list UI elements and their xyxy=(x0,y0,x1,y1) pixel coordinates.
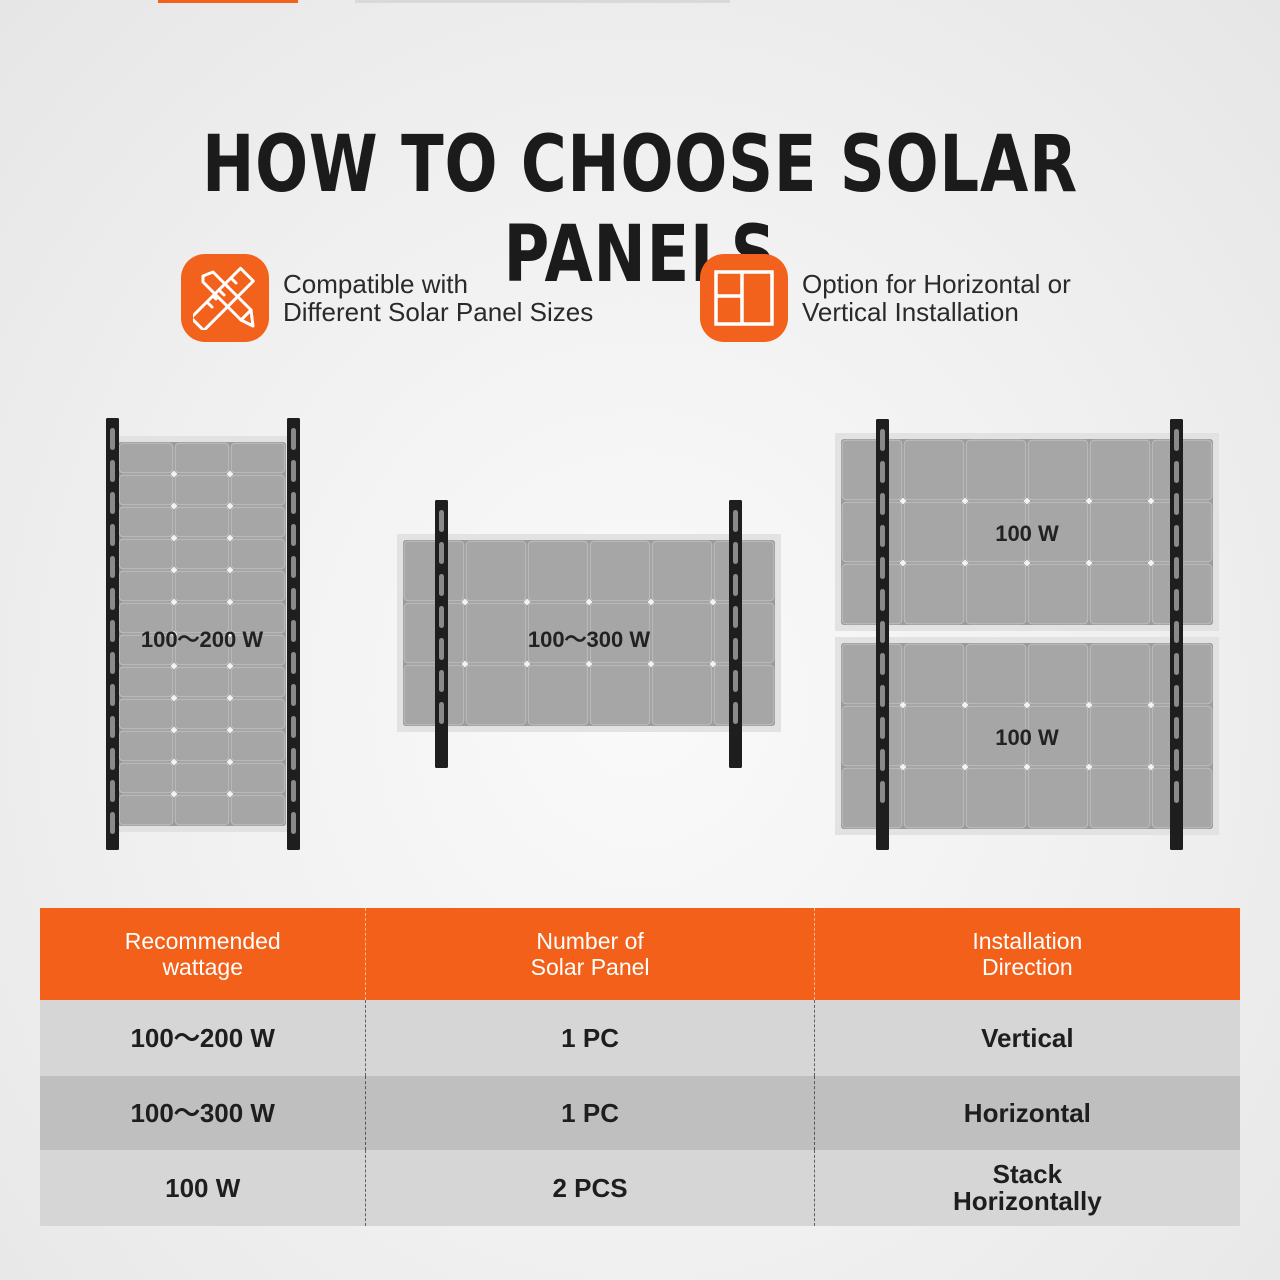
table-row: 100～300 W 1 PC Horizontal xyxy=(40,1076,1240,1150)
table-row: 100 W 2 PCS Stack Horizontally xyxy=(40,1150,1240,1226)
feature-compatible-sizes: Compatible with Different Solar Panel Si… xyxy=(181,254,593,342)
feature-line: Compatible with xyxy=(283,269,468,299)
mounting-bracket xyxy=(435,500,448,768)
horizontal-panel-label: 100～300 W xyxy=(527,627,651,652)
panel-layout-icon xyxy=(700,254,788,342)
header-installation-direction: Installation Direction xyxy=(972,928,1083,980)
vertical-panel-label: 100～200 W xyxy=(140,627,264,652)
feature-text: Compatible with Different Solar Panel Si… xyxy=(283,270,593,326)
header-number-of-panels: Number of Solar Panel xyxy=(366,908,815,1000)
top-accent-orange xyxy=(158,0,298,3)
cell-count: 1 PC xyxy=(366,1076,815,1150)
feature-line: Vertical Installation xyxy=(802,297,1019,327)
header-recommended-wattage: Recommended wattage xyxy=(40,908,367,1000)
stacked-bottom-panel-label: 100 W xyxy=(995,725,1059,750)
mounting-bracket xyxy=(106,418,119,850)
cell-count: 1 PC xyxy=(366,1000,815,1076)
mounting-bracket xyxy=(876,419,889,850)
feature-installation-option: Option for Horizontal or Vertical Instal… xyxy=(700,254,1071,342)
recommendation-table: Recommended wattage Number of Solar Pane… xyxy=(40,908,1240,1226)
table-row: 100～200 W 1 PC Vertical xyxy=(40,1000,1240,1076)
mounting-bracket xyxy=(1170,419,1183,850)
cell-direction: Stack Horizontally xyxy=(952,1159,1102,1216)
stacked-top-panel-label: 100 W xyxy=(995,521,1059,546)
mounting-bracket xyxy=(287,418,300,850)
cell-wattage: 100～200 W xyxy=(40,1000,367,1076)
feature-line: Option for Horizontal or xyxy=(802,269,1071,299)
top-accent-gray xyxy=(355,0,730,3)
cell-wattage: 100 W xyxy=(40,1150,367,1226)
feature-line: Different Solar Panel Sizes xyxy=(283,297,594,327)
cell-count: 2 PCS xyxy=(366,1150,815,1226)
mounting-bracket xyxy=(729,500,742,768)
table-header: Recommended wattage Number of Solar Pane… xyxy=(40,908,1240,1000)
cell-direction: Vertical xyxy=(981,1022,1074,1053)
ruler-pencil-icon xyxy=(181,254,269,342)
cell-wattage: 100～300 W xyxy=(40,1076,367,1150)
feature-text: Option for Horizontal or Vertical Instal… xyxy=(802,270,1071,326)
cell-direction: Horizontal xyxy=(963,1097,1091,1128)
